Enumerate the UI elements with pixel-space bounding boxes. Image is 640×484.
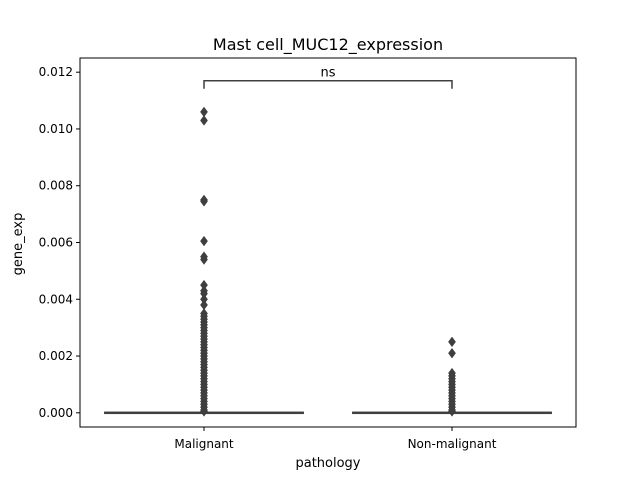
outlier-point bbox=[200, 115, 208, 126]
outlier-point bbox=[448, 347, 456, 359]
plot-area: 0.000 0.002 0.004 0.006 0.008 0.010 0.012 Malig… bbox=[39, 57, 577, 451]
outlier-point bbox=[200, 235, 208, 247]
x-tick-label: Non-malignant bbox=[408, 437, 497, 451]
outlier-point bbox=[200, 254, 208, 265]
y-tick-label: 0.010 bbox=[39, 122, 73, 136]
y-axis-label: gene_exp bbox=[11, 213, 26, 276]
significance-bracket bbox=[203, 79, 453, 89]
outlier-point bbox=[448, 336, 456, 348]
x-tick-label: Malignant bbox=[174, 437, 234, 451]
y-tick-label: 0.012 bbox=[39, 65, 73, 79]
y-tick-label: 0.000 bbox=[39, 406, 73, 420]
x-axis-label: pathology bbox=[295, 456, 360, 471]
y-tick-label: 0.006 bbox=[39, 236, 73, 250]
outlier-point bbox=[448, 406, 456, 417]
outlier-point bbox=[200, 196, 208, 207]
y-tick-label: 0.004 bbox=[39, 292, 73, 306]
significance-label: ns bbox=[320, 66, 335, 81]
chart-title: Mast cell_MUC12_expression bbox=[213, 35, 443, 55]
y-tick-label: 0.008 bbox=[39, 179, 73, 193]
outlier-point bbox=[200, 406, 208, 417]
y-tick-label: 0.002 bbox=[39, 349, 73, 363]
